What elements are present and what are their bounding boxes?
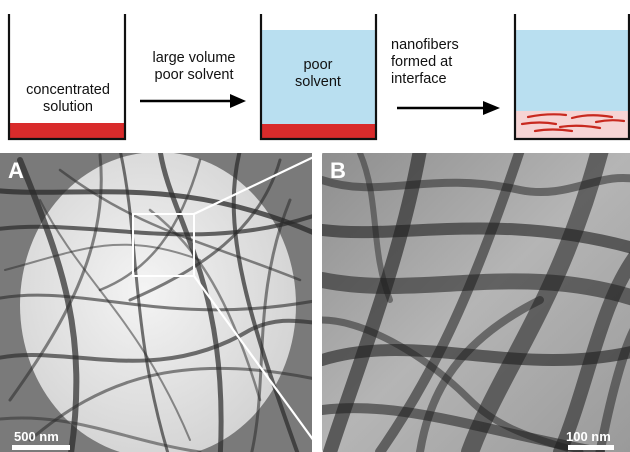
zoom-connector-lines — [193, 152, 323, 452]
label-line: solvent — [295, 74, 341, 90]
label-line: large volume — [152, 50, 236, 66]
beaker-outline — [7, 14, 127, 141]
beaker-outline — [513, 14, 630, 141]
label-line: concentrated — [26, 82, 110, 98]
label-line: solution — [43, 99, 93, 115]
panel-divider — [312, 153, 322, 452]
panel-letter-a: A — [8, 158, 24, 183]
tem-panel-a: A 500 nm — [0, 153, 312, 452]
arrow-add-poor-solvent — [140, 94, 246, 108]
poor-solvent-layer — [515, 30, 629, 111]
solution-layer — [9, 123, 125, 139]
beaker-nanofibers — [513, 14, 630, 141]
tem-panel-b: B 100 nm — [322, 153, 630, 452]
grid-hole — [20, 153, 296, 452]
beaker-concentrated-solution — [7, 14, 127, 141]
zoom-region-box — [132, 213, 195, 277]
panel-letter-b: B — [330, 158, 346, 183]
nanofibers — [520, 113, 626, 133]
label-line: formed at — [391, 54, 453, 70]
label-line: poor — [303, 57, 333, 73]
label-line: interface — [391, 71, 447, 87]
label-line: poor solvent — [154, 67, 234, 83]
scale-bar-label-a: 500 nm — [14, 429, 59, 444]
beaker2-label: poor solvent — [278, 57, 358, 91]
scale-bar-a — [12, 445, 70, 450]
scale-bar-b — [568, 445, 614, 450]
beaker1-label: concentrated solution — [11, 82, 125, 116]
scale-bar-label-b: 100 nm — [566, 429, 611, 444]
beaker-poor-solvent — [259, 14, 378, 141]
arrow1-label: large volume poor solvent — [132, 50, 256, 84]
arrow2-label: nanofibers formed at interface — [391, 37, 491, 88]
label-line: nanofibers — [391, 37, 459, 53]
beaker-outline — [259, 14, 378, 141]
poor-solvent-layer — [262, 30, 376, 124]
solution-layer — [262, 124, 376, 139]
arrow-fiber-formation — [397, 101, 500, 115]
